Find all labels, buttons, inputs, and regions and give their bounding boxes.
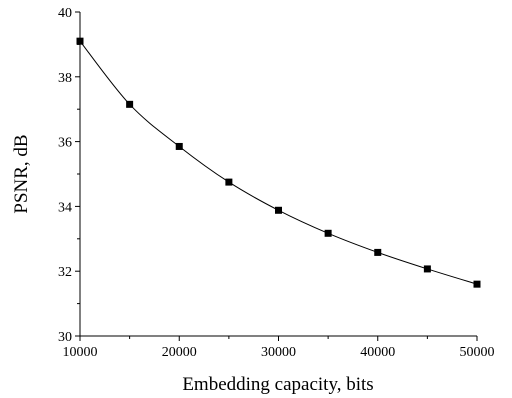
x-tick-label: 20000 [162, 345, 197, 360]
y-tick-label: 36 [58, 136, 72, 151]
data-point-marker [324, 229, 332, 237]
x-tick-label: 10000 [63, 345, 98, 360]
x-axis-label: Embedding capacity, bits [182, 374, 373, 395]
y-ticks: 30 32 34 36 38 40 [58, 6, 80, 345]
data-point-marker [473, 280, 481, 288]
data-point-marker [126, 100, 134, 108]
x-ticks: 10000 20000 30000 40000 50000 [63, 336, 495, 360]
data-point-marker [175, 142, 183, 150]
y-tick-label: 32 [58, 265, 72, 280]
series-group [76, 37, 481, 288]
series-line [79, 40, 478, 285]
data-point-marker [225, 178, 233, 186]
y-axis-label: PSNR, dB [11, 134, 32, 213]
y-tick-label: 34 [58, 200, 72, 215]
plot-area: 10000 20000 30000 40000 50000 30 32 34 36 38 40 [58, 6, 495, 360]
y-tick-label: 30 [58, 330, 72, 345]
y-tick-label: 38 [58, 71, 72, 86]
x-tick-label: 50000 [460, 345, 495, 360]
y-tick-label: 40 [58, 6, 72, 21]
x-tick-label: 30000 [261, 345, 296, 360]
data-point-marker [76, 37, 84, 45]
x-tick-label: 40000 [360, 345, 395, 360]
data-point-marker [275, 206, 282, 214]
data-point-marker [374, 248, 382, 256]
data-point-marker [423, 265, 431, 273]
